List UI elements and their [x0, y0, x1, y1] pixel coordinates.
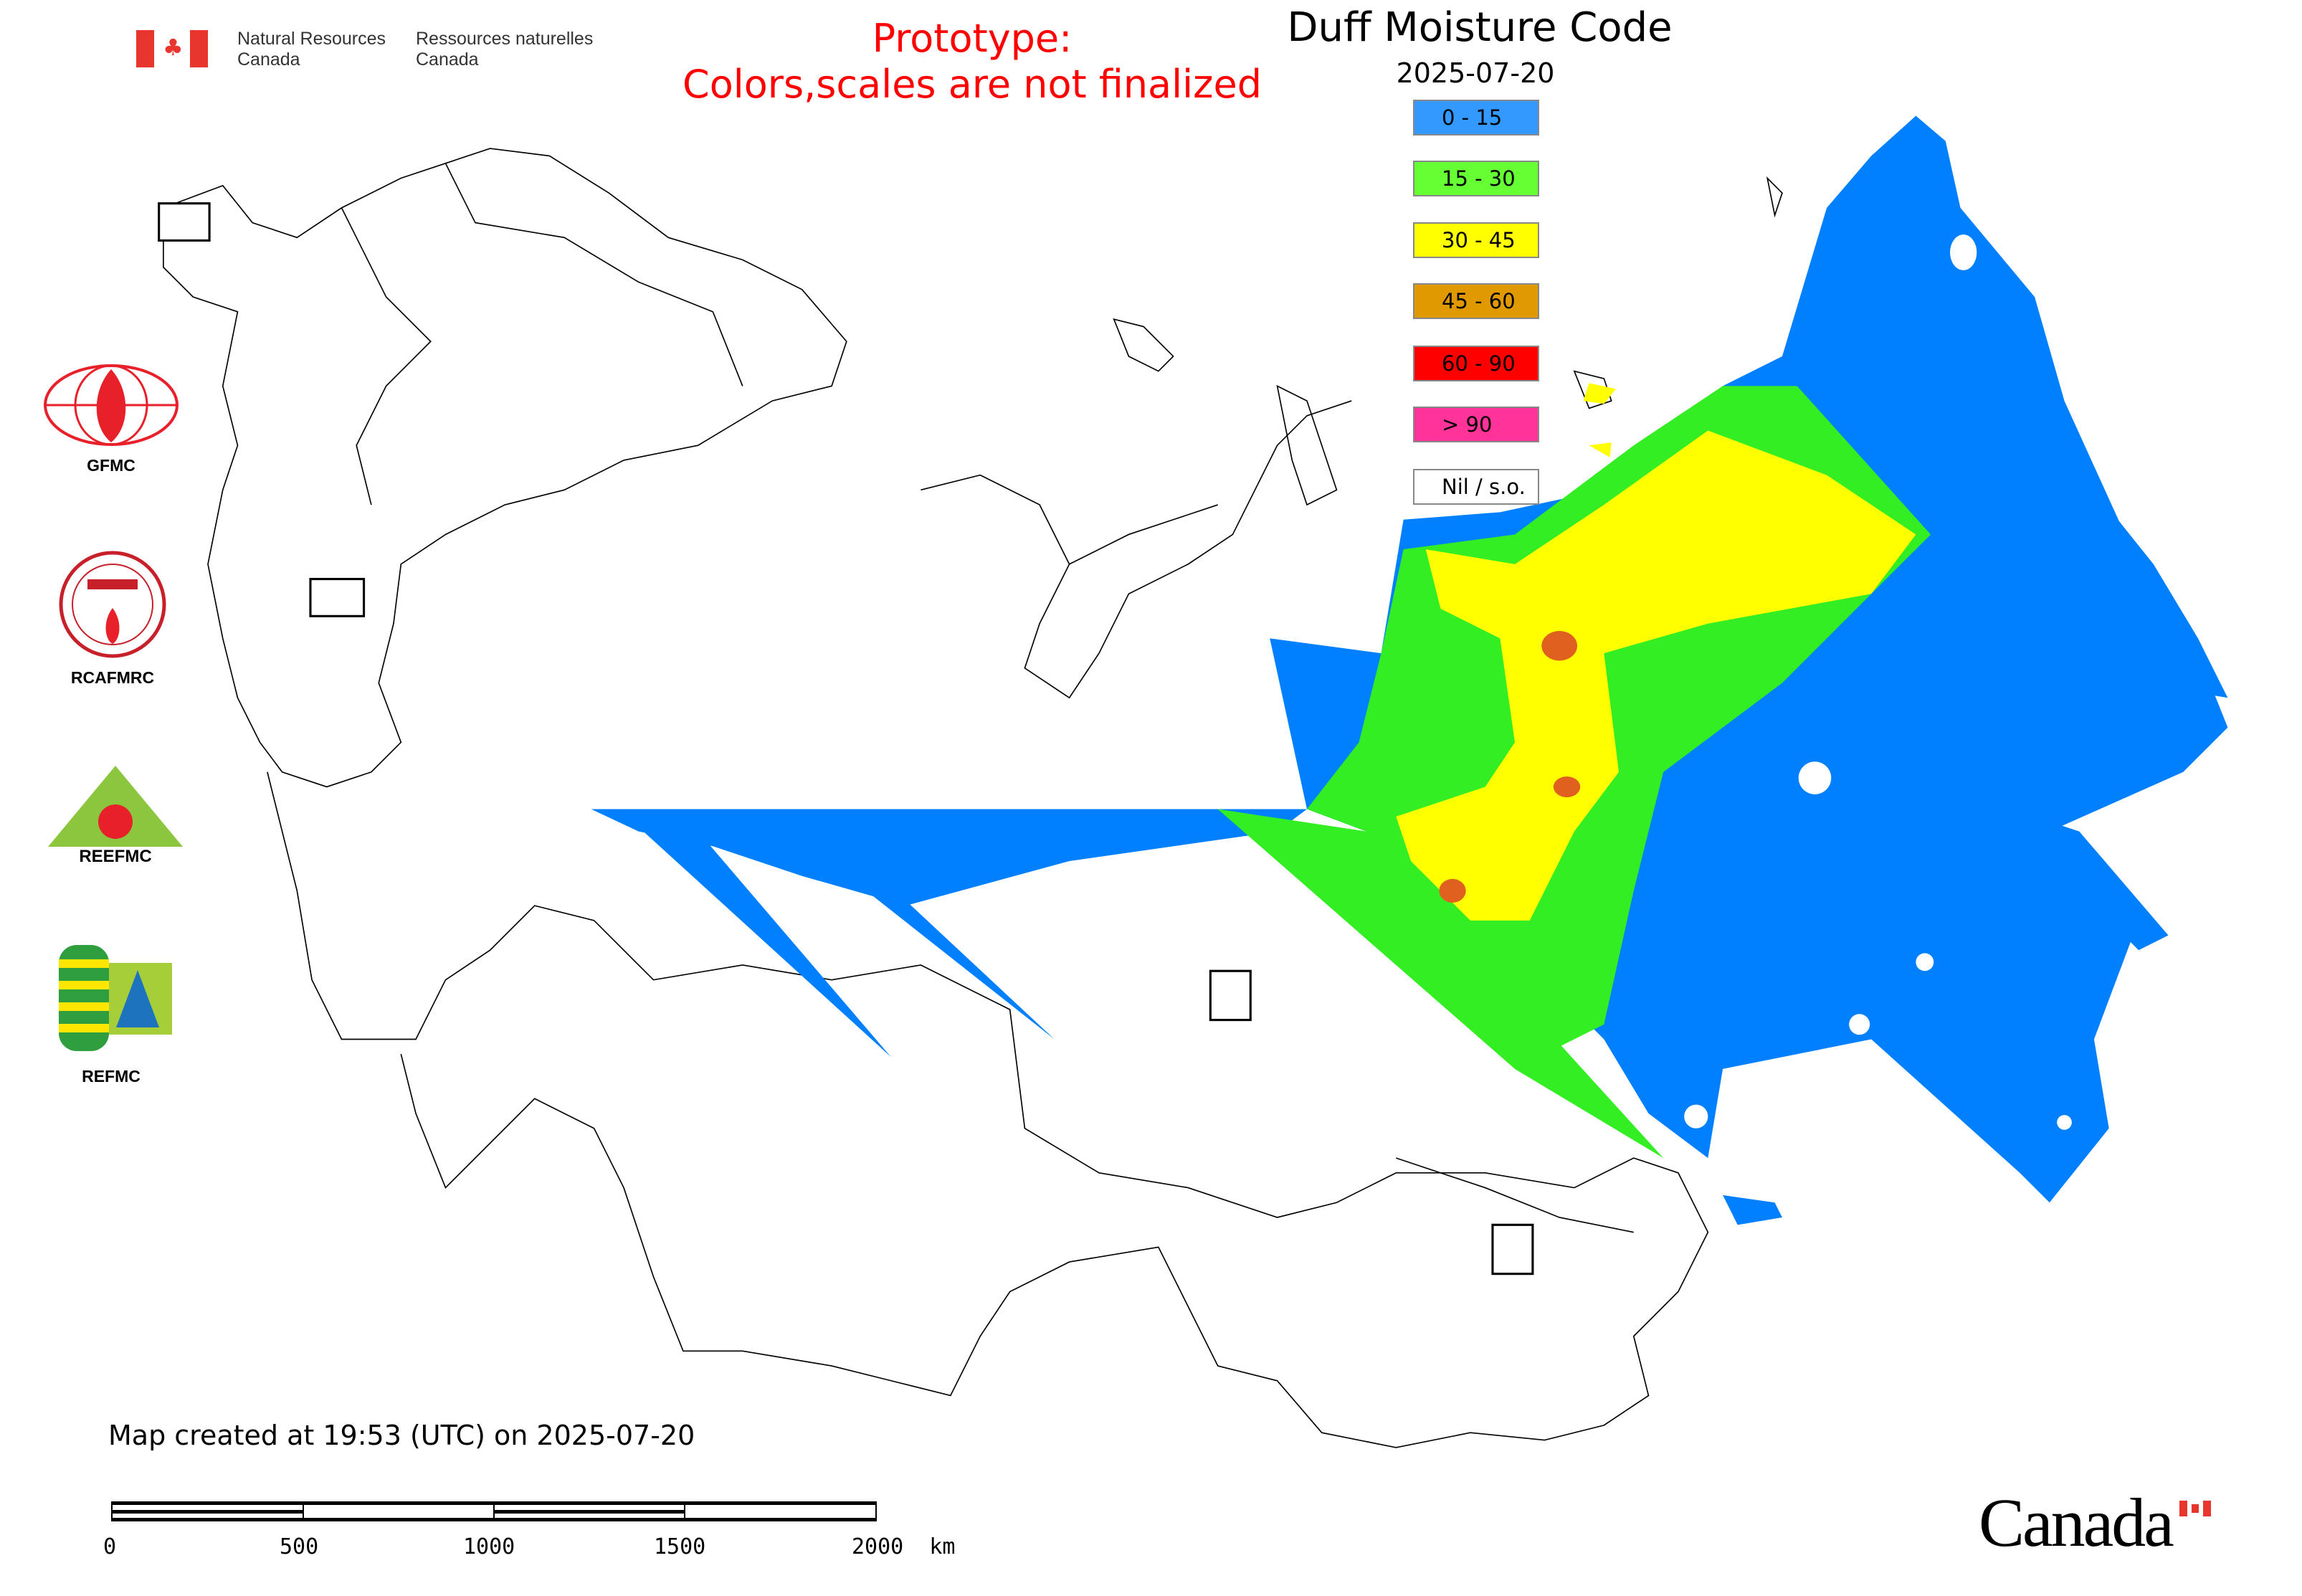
scale-label-1500: 1500 [654, 1534, 706, 1559]
map-date: 2025-07-20 [1396, 57, 1555, 89]
rcafmrc-label: RCAFMRC [70, 668, 155, 687]
gfmc-logo-icon [44, 364, 179, 446]
scale-label-2000: 2000 km [852, 1534, 956, 1559]
scale-bar [111, 1501, 877, 1521]
prototype-notice-line2: Colors,scales are not finalized [682, 62, 1262, 107]
legend-item-15-30: 15 - 30 [1413, 161, 1539, 196]
canada-flag-icon: ♣ [136, 30, 208, 67]
gfmc-marker [158, 202, 211, 242]
wordmark-flag-icon [2179, 1501, 2211, 1516]
legend-item-45-60: 45 - 60 [1413, 283, 1539, 319]
scale-label-1000: 1000 [463, 1534, 515, 1559]
legend-item-over-90: > 90 [1413, 407, 1539, 442]
legend-item-nil: Nil / s.o. [1413, 469, 1539, 505]
refmc-label: REFMC [82, 1067, 141, 1086]
country-borders [163, 148, 1783, 1448]
reefmc-logo-icon: REEFMC [39, 766, 191, 865]
canada-wordmark: Canada [1979, 1484, 2174, 1561]
rcafmrc-marker [1491, 1223, 1534, 1276]
agency-en-line2: Canada [237, 49, 300, 70]
dmc-raster [591, 115, 2228, 1225]
map-created-text: Map created at 19:53 (UTC) on 2025-07-20 [108, 1420, 695, 1451]
legend-item-60-90: 60 - 90 [1413, 346, 1539, 381]
dmc-zone-0-15-streaks [591, 809, 1308, 906]
agency-fr-line1: Ressources naturelles [416, 29, 594, 49]
dmc-zone-30-45 [1396, 430, 1916, 921]
scale-label-0: 0 [103, 1534, 117, 1559]
map-title: Duff Moisture Code [1287, 4, 1673, 51]
legend-item-30-45: 30 - 45 [1413, 222, 1539, 258]
agency-name-fr: Ressources naturelles Canada [416, 29, 593, 70]
refmc-logo-icon [59, 945, 172, 1051]
refmc-marker [1209, 969, 1252, 1022]
prototype-notice-line1: Prototype: [872, 16, 1072, 61]
agency-en-line1: Natural Resources [237, 29, 386, 49]
dmc-zone-45-60 [1439, 631, 1581, 903]
legend-item-0-15: 0 - 15 [1413, 100, 1539, 136]
scale-label-500: 500 [280, 1534, 319, 1559]
gfmc-label: GFMC [87, 456, 135, 475]
agency-fr-line2: Canada [416, 49, 479, 70]
agency-name-en: Natural Resources Canada [237, 29, 386, 70]
svg-text:REEFMC: REEFMC [79, 847, 151, 865]
rcafmrc-logo-icon [59, 551, 166, 658]
reefmc-marker [309, 578, 366, 617]
